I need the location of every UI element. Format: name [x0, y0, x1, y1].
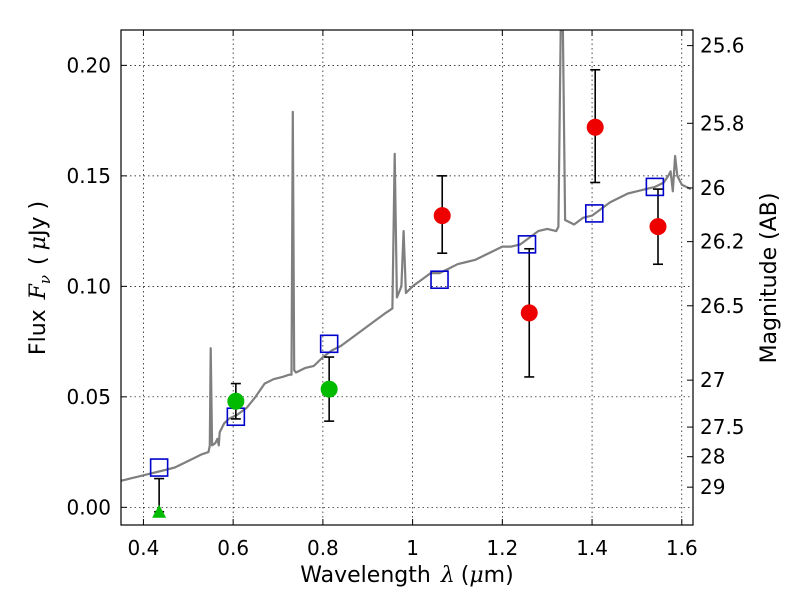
x-axis-label: Wavelength λ (μm): [300, 563, 513, 588]
y-tick-label: 0.00: [66, 495, 111, 519]
x-tick-label: 1.4: [576, 536, 608, 560]
y2-tick-label: 25.8: [700, 111, 745, 135]
y2-tick-label: 25.6: [700, 34, 745, 58]
x-tick-label: 1: [406, 536, 419, 560]
x-tick-label: 0.6: [217, 536, 249, 560]
y2-tick-label: 27.5: [700, 415, 745, 439]
y-tick-label: 0.10: [66, 274, 111, 298]
y2-axis-label: Magnitude (AB): [757, 193, 782, 364]
y-axis-label: FluxFν(μJy ): [26, 201, 54, 355]
photometry-point: [586, 118, 604, 136]
model-photometry-square: [517, 235, 537, 254]
y-tick-label: 0.05: [66, 385, 111, 409]
x-tick-label: 1.2: [486, 536, 518, 560]
y2-tick-label: 29: [700, 475, 725, 499]
model-photometry-square: [430, 270, 449, 290]
y2-tick-label: 28: [700, 445, 725, 469]
photometry-point: [320, 380, 338, 398]
y2-tick-label: 27: [700, 368, 725, 392]
plot-frame: [120, 29, 694, 526]
y2-tick-label: 26.2: [700, 230, 745, 254]
model-photometry-square: [645, 177, 665, 197]
y2-tick-label: 26.5: [700, 294, 745, 318]
photometry-point: [520, 304, 538, 322]
tick-labels: 0.4 0.6 0.8 1 1.2 1.4 1.6 0.00 0.05 0.10 0.15 0.20 2…: [66, 34, 744, 560]
grid: [121, 30, 693, 525]
photometry-point: [227, 392, 245, 410]
y-tick-label: 0.15: [66, 164, 111, 188]
spectrum-line: [121, 30, 692, 482]
spectrum-layer: [121, 30, 692, 482]
photometry-point: [433, 207, 451, 225]
upper-limit-triangle: [152, 504, 167, 518]
model-photometry-square: [149, 458, 169, 477]
y-tick-label: 0.20: [66, 53, 111, 77]
x-tick-label: 0.4: [128, 536, 160, 560]
photometry-point: [649, 218, 667, 236]
y2-tick-label: 26: [700, 176, 725, 200]
model-photometry-square: [585, 204, 604, 223]
x-tick-label: 0.8: [307, 536, 339, 560]
x-tick-label: 1.6: [666, 536, 698, 560]
marker-layer: [149, 118, 667, 518]
tick-marks: [121, 30, 693, 525]
model-photometry-square: [319, 334, 339, 354]
